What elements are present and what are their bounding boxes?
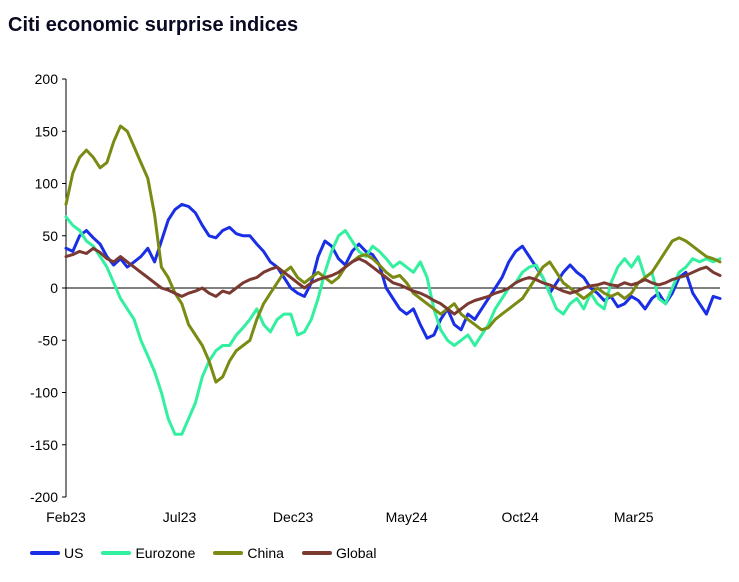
legend-label: Eurozone bbox=[135, 545, 196, 561]
y-tick-label: -50 bbox=[38, 332, 58, 348]
legend-swatch bbox=[301, 551, 332, 555]
x-tick-label: Dec23 bbox=[273, 509, 314, 525]
legend-item-china: China bbox=[213, 545, 284, 561]
x-axis: Feb23 Jul23 Dec23 May24 Oct24 Mar25 bbox=[46, 287, 720, 525]
chart-title: Citi economic surprise indices bbox=[8, 14, 299, 36]
legend-label: Global bbox=[335, 545, 377, 561]
legend-item-eurozone: Eurozone bbox=[101, 545, 195, 561]
y-tick-label: -200 bbox=[30, 489, 58, 505]
series-line-global bbox=[64, 246, 722, 316]
legend-item-us: US bbox=[30, 545, 83, 561]
y-tick-label: 50 bbox=[42, 228, 58, 244]
y-axis: 200 150 100 50 0 -50 -100 -150 -200 bbox=[30, 71, 67, 505]
x-tick-label: Mar25 bbox=[614, 509, 654, 525]
x-tick-label: Oct24 bbox=[501, 509, 539, 525]
y-tick-label: 100 bbox=[35, 176, 59, 192]
y-tick-label: -150 bbox=[30, 437, 58, 453]
y-tick-label: 200 bbox=[35, 71, 59, 87]
series-line-eurozone bbox=[64, 215, 722, 436]
legend-label: China bbox=[247, 545, 284, 561]
legend-swatch bbox=[213, 551, 244, 555]
y-tick-label: 0 bbox=[50, 280, 58, 296]
legend-swatch bbox=[101, 551, 132, 555]
series-lines bbox=[64, 124, 722, 436]
legend-label: US bbox=[64, 545, 84, 561]
line-chart: 200 150 100 50 0 -50 -100 -150 -200 Feb23 Jul23 De… bbox=[30, 71, 722, 525]
y-tick-label: 150 bbox=[35, 123, 59, 139]
x-tick-label: Jul23 bbox=[163, 509, 197, 525]
y-tick-label: -100 bbox=[30, 385, 58, 401]
legend: US Eurozone China Global bbox=[30, 545, 376, 561]
series-line-china bbox=[64, 124, 722, 384]
legend-item-global: Global bbox=[301, 545, 377, 561]
legend-swatch bbox=[30, 551, 60, 555]
x-tick-label: Feb23 bbox=[46, 509, 86, 525]
x-tick-label: May24 bbox=[386, 509, 428, 525]
